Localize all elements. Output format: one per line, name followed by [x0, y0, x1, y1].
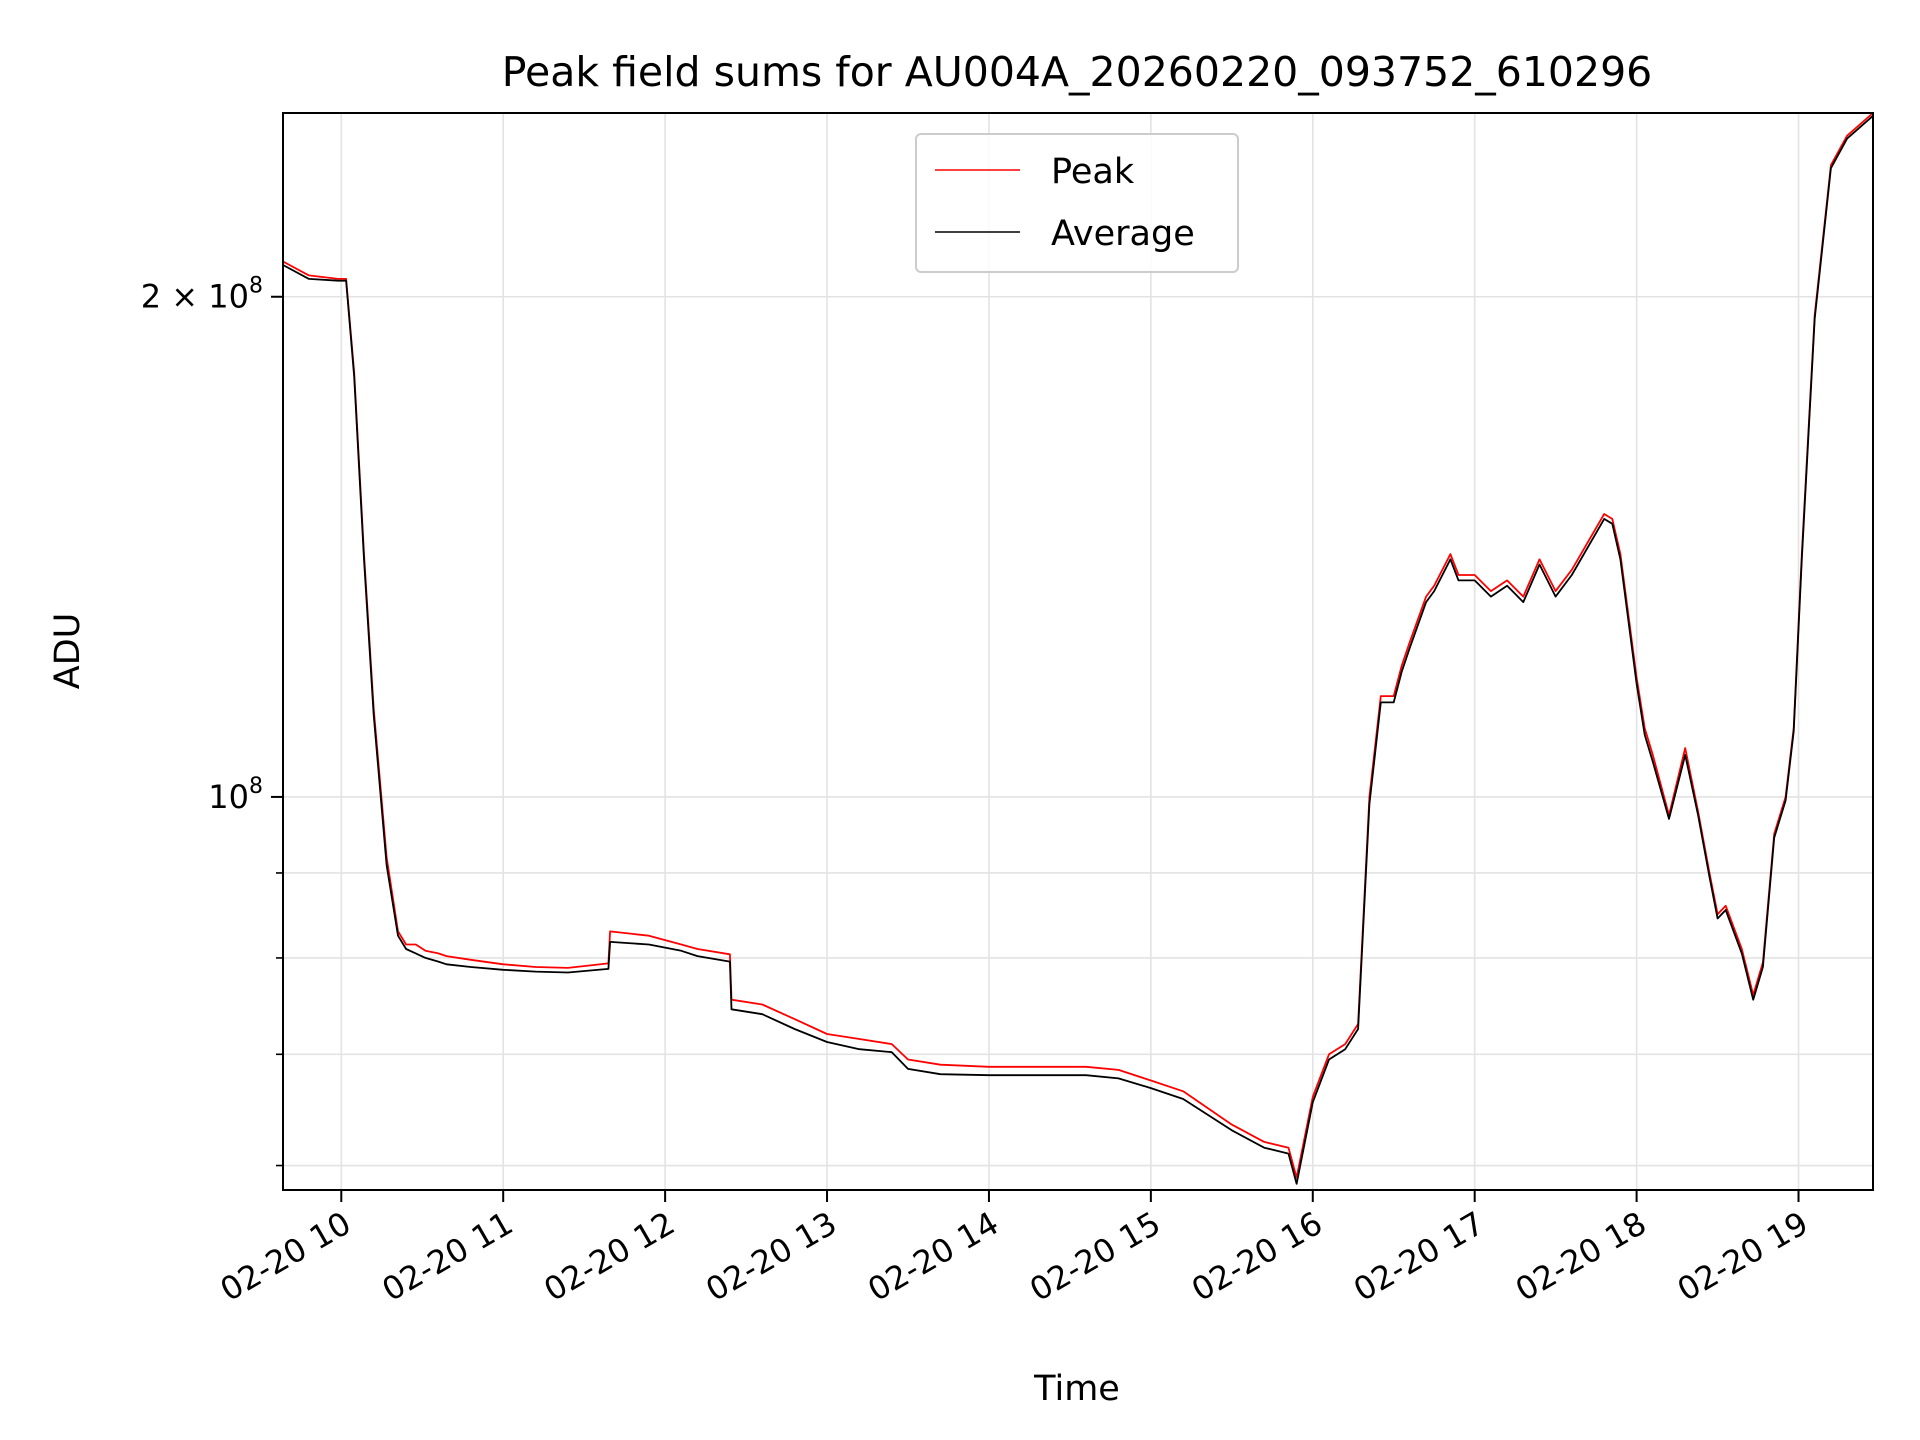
chart-title: Peak field sums for AU004A_20260220_0937… [502, 48, 1653, 96]
y-tick-label: 2 × 108 [141, 274, 263, 316]
x-axis-label: Time [1033, 1369, 1120, 1409]
series-line-average [282, 115, 1874, 1185]
series-layer [282, 112, 1874, 1185]
y-tick-label: 108 [208, 774, 263, 816]
y-axis-label: ADU [48, 613, 88, 690]
legend-box [915, 133, 1239, 273]
legend: Peak Average [915, 133, 1239, 273]
plot-frame [282, 112, 1874, 1191]
legend-label-average: Average [1051, 214, 1195, 254]
legend-label-peak: Peak [1051, 152, 1135, 192]
y-axis: 108 2 × 108 [141, 274, 283, 1167]
grid [283, 113, 1873, 1190]
